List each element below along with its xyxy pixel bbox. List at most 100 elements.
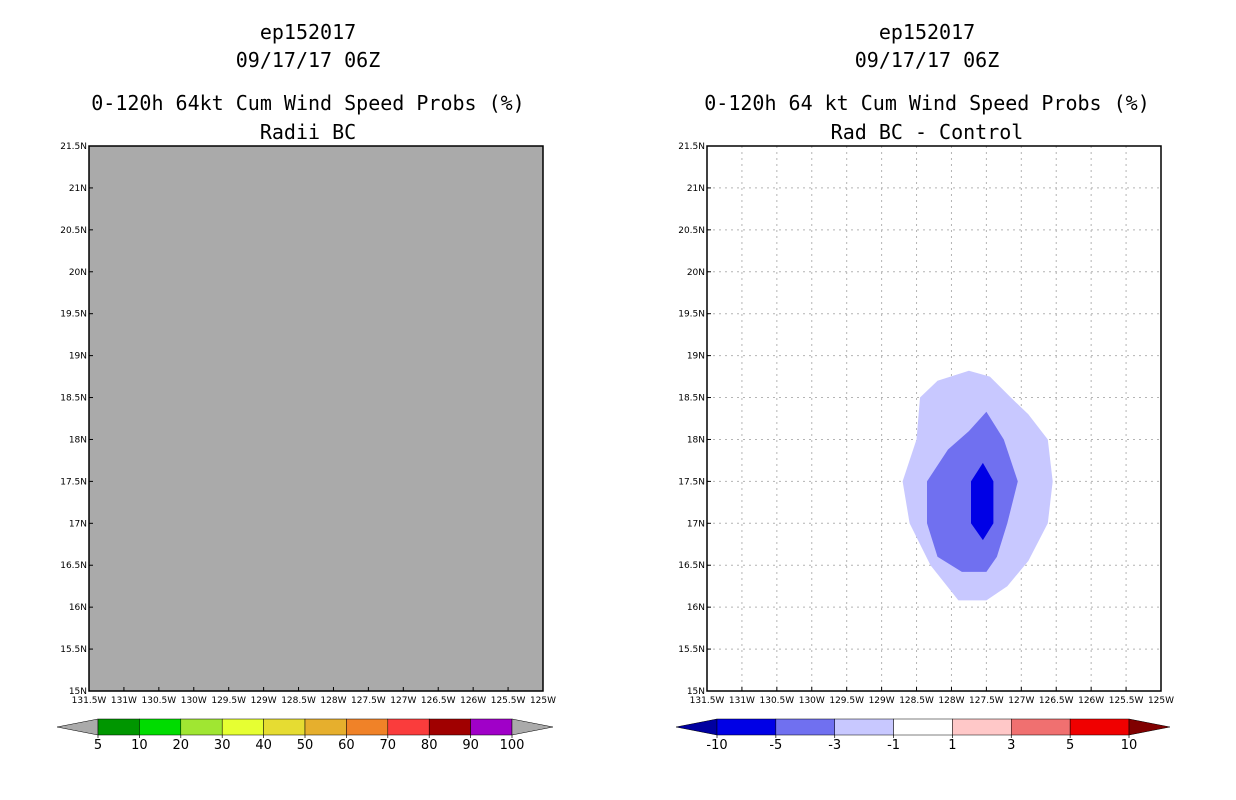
- x-tick-label: 127.5W: [969, 696, 1004, 706]
- chart-panel-1: 131.5W 131W 130.5W 130W 129.5W 129W 128.5W 128W…: [56, 142, 556, 753]
- x-tick-label: 130W: [799, 696, 825, 706]
- y-tick-label: 16N: [69, 603, 87, 613]
- x-tick-label: 126.5W: [421, 696, 456, 706]
- x-tick-label: 128W: [320, 696, 346, 706]
- y-tick-label: 17.5N: [60, 477, 87, 487]
- colorbar-swatch: [775, 718, 835, 736]
- y-tick-label: 21.5N: [678, 142, 705, 152]
- x-tick-label: 130.5W: [760, 696, 795, 706]
- x-tick-label: 126.5W: [1039, 696, 1074, 706]
- y-tick-label: 18.5N: [60, 394, 87, 404]
- y-tick-label: 19N: [69, 352, 87, 362]
- left-datetime: 09/17/17 06Z: [235, 48, 381, 72]
- colorbar-swatch: [387, 718, 430, 736]
- colorbar: 5 10 20 30 40 50 60 70 80 90 100: [56, 718, 554, 753]
- colorbar-swatch: [952, 718, 1012, 736]
- colorbar-swatch: [893, 718, 953, 736]
- x-tick-label: 129.5W: [211, 696, 246, 706]
- x-tick-label: 126W: [460, 696, 486, 706]
- x-tick-label: 127.5W: [351, 696, 386, 706]
- x-tick-label: 129W: [251, 696, 277, 706]
- chart-panel-2: 131.5W 131W 130.5W 130W 129.5W 129W 128.5W 128W…: [675, 142, 1174, 753]
- x-tick-label: 131W: [729, 696, 755, 706]
- x-tick-label: 129W: [869, 696, 895, 706]
- y-tick-label: 16.5N: [678, 561, 705, 571]
- left-storm-id: ep152017: [259, 20, 357, 44]
- colorbar-label: 30: [214, 738, 231, 753]
- colorbar-swatch: [716, 718, 777, 736]
- x-tick-label: 130.5W: [142, 696, 177, 706]
- colorbar-label: -3: [828, 738, 841, 753]
- y-tick-label: 19N: [687, 352, 705, 362]
- y-tick-label: 21N: [69, 184, 87, 194]
- y-tick-label: 19.5N: [60, 310, 87, 320]
- y-tick-label: 20.5N: [60, 226, 87, 236]
- y-tick-label: 20.5N: [678, 226, 705, 236]
- x-tick-label: 127W: [390, 696, 416, 706]
- x-tick-label: 125W: [1148, 696, 1174, 706]
- contour-3: [971, 462, 994, 541]
- y-tick-label: 18N: [69, 435, 87, 445]
- y-tick-label: 18.5N: [678, 394, 705, 404]
- colorbar-swatch: [1069, 718, 1130, 736]
- colorbar-swatch: [346, 718, 389, 736]
- colorbar-label: 80: [421, 738, 438, 753]
- x-tick-label: 128W: [938, 696, 964, 706]
- y-tick-label: 21N: [687, 184, 705, 194]
- colorbar-low-arrow: [56, 718, 99, 736]
- colorbar-swatch: [221, 718, 264, 736]
- y-tick-label: 17.5N: [678, 477, 705, 487]
- x-tick-label: 128.5W: [281, 696, 316, 706]
- colorbar-label: 50: [297, 738, 314, 753]
- colorbar-label: -10: [706, 738, 727, 753]
- right-storm-id: ep152017: [878, 20, 976, 44]
- x-tick-label: 125.5W: [1109, 696, 1144, 706]
- colorbar-swatch: [304, 718, 347, 736]
- x-tick-label: 128.5W: [899, 696, 934, 706]
- x-tick-label: 131.5W: [690, 696, 725, 706]
- colorbar-label: 5: [1066, 738, 1074, 753]
- colorbar-swatch: [180, 718, 223, 736]
- x-tick-label: 130W: [181, 696, 207, 706]
- y-tick-label: 15.5N: [60, 645, 87, 655]
- colorbar-swatch: [139, 718, 182, 736]
- colorbar-swatch: [428, 718, 471, 736]
- y-tick-label: 19.5N: [678, 310, 705, 320]
- x-tick-label: 131.5W: [72, 696, 107, 706]
- x-tick-label: 125.5W: [491, 696, 526, 706]
- right-datetime: 09/17/17 06Z: [854, 48, 1000, 72]
- left-chart-subtitle: Radii BC: [259, 120, 357, 144]
- x-tick-label: 126W: [1078, 696, 1104, 706]
- y-tick-label: 15N: [69, 687, 87, 697]
- colorbar-swatch: [97, 718, 140, 736]
- colorbar-label: 90: [462, 738, 479, 753]
- colorbar-high-arrow: [511, 718, 554, 736]
- y-tick-label: 17N: [69, 519, 87, 529]
- y-tick-label: 18N: [687, 435, 705, 445]
- colorbar-swatch: [834, 718, 894, 736]
- right-chart-title: 0-120h 64 kt Cum Wind Speed Probs (%): [704, 91, 1150, 115]
- colorbar-label: 3: [1007, 738, 1015, 753]
- y-tick-label: 15.5N: [678, 645, 705, 655]
- colorbar-label: 10: [1121, 738, 1138, 753]
- y-tick-label: 21.5N: [60, 142, 87, 152]
- x-tick-label: 127W: [1008, 696, 1034, 706]
- right-chart-subtitle: Rad BC - Control: [830, 120, 1024, 144]
- colorbar-label: 40: [255, 738, 272, 753]
- x-tick-label: 129.5W: [829, 696, 864, 706]
- y-tick-label: 20N: [687, 268, 705, 278]
- y-tick-label: 16.5N: [60, 561, 87, 571]
- colorbar-high-arrow: [1128, 718, 1171, 736]
- colorbar-swatch: [470, 718, 513, 736]
- left-chart-title: 0-120h 64kt Cum Wind Speed Probs (%): [91, 91, 525, 115]
- colorbar-low-arrow: [675, 718, 718, 736]
- colorbar-label: 60: [338, 738, 355, 753]
- plot-frame: [706, 145, 1162, 692]
- plot-frame: [88, 145, 544, 692]
- colorbar-label: 1: [948, 738, 956, 753]
- colorbar-label: 20: [173, 738, 190, 753]
- y-tick-label: 15N: [687, 687, 705, 697]
- colorbar-label: 5: [94, 738, 102, 753]
- y-tick-label: 20N: [69, 268, 87, 278]
